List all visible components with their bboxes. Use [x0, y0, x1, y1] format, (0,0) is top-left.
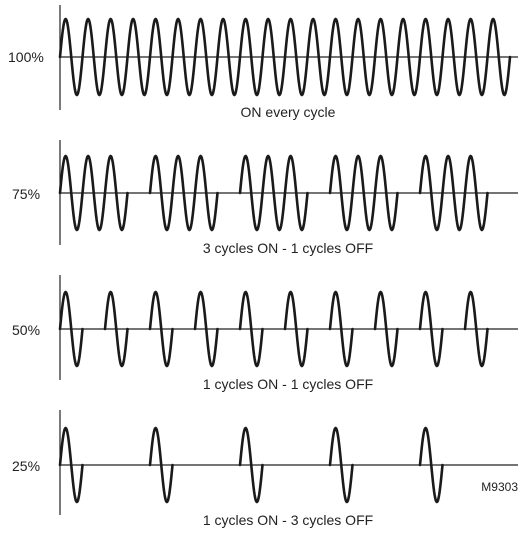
row-caption: ON every cycle [241, 104, 336, 120]
row-waveform [58, 290, 489, 368]
row-caption: 3 cycles ON - 1 cycles OFF [203, 240, 373, 256]
row-waveform [58, 17, 512, 97]
row-50-percent: 50% 1 cycles ON - 1 cycles OFF [12, 275, 518, 392]
row-level-label: 75% [12, 186, 40, 202]
row-waveform [58, 154, 489, 232]
row-75-percent: 75% 3 cycles ON - 1 cycles OFF [12, 140, 518, 256]
reference-code: M9303 [481, 480, 518, 494]
row-waveform [58, 426, 444, 504]
row-level-label: 50% [12, 322, 40, 338]
row-caption: 1 cycles ON - 3 cycles OFF [203, 512, 373, 528]
row-level-label: 25% [12, 458, 40, 474]
row-caption: 1 cycles ON - 1 cycles OFF [203, 376, 373, 392]
row-level-label: 100% [8, 49, 44, 65]
row-100-percent: 100% ON every cycle [8, 5, 518, 120]
row-25-percent: 25% M9303 1 cycles ON - 3 cycles OFF [12, 410, 518, 528]
